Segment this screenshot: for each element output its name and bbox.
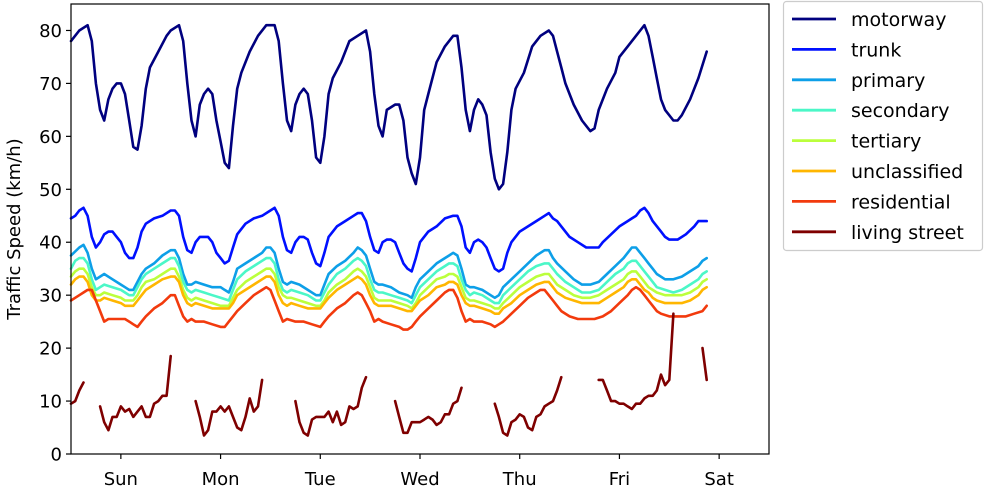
series-line-living-street-segment-7 bbox=[597, 312, 675, 411]
series-line-motorway bbox=[69, 23, 708, 191]
series-line-tertiary bbox=[69, 267, 708, 310]
y-tick-label: 50 bbox=[39, 180, 62, 201]
series-line-living-street-segment-3 bbox=[194, 378, 264, 437]
legend-label-unclassified: unclassified bbox=[851, 161, 963, 183]
x-tick-label-mon: Mon bbox=[202, 469, 240, 490]
x-tick-label-wed: Wed bbox=[400, 469, 439, 490]
y-axis-label: Traffic Speed (km/h) bbox=[4, 138, 25, 320]
y-tick-label: 70 bbox=[39, 74, 62, 95]
series-line-residential bbox=[69, 285, 708, 331]
series-line-living-street-segment-1 bbox=[69, 381, 85, 405]
y-tick-label: 0 bbox=[51, 445, 62, 466]
x-tick-label-sun: Sun bbox=[104, 469, 138, 490]
series-line-living-street-segment-4 bbox=[294, 375, 368, 437]
legend-label-living-street: living street bbox=[851, 222, 964, 244]
series-line-living-street-segment-5 bbox=[393, 386, 463, 435]
y-tick-label: 60 bbox=[39, 127, 62, 148]
series-line-living-street-segment-6 bbox=[493, 375, 563, 437]
series-line-unclassified bbox=[69, 275, 708, 315]
x-tick-label-tue: Tue bbox=[304, 469, 336, 490]
y-tick-label: 30 bbox=[39, 286, 62, 307]
legend-label-motorway: motorway bbox=[851, 9, 946, 31]
x-axis: Sun Mon Tue Wed Thu Fri Sat bbox=[104, 454, 734, 490]
series-layer bbox=[69, 23, 708, 437]
x-tick-label-thu: Thu bbox=[502, 469, 537, 490]
legend-frame bbox=[782, 0, 984, 252]
legend-label-residential: residential bbox=[851, 191, 951, 213]
legend: motorway trunk primary secondary tertiary unc… bbox=[782, 0, 984, 252]
y-axis: 0 10 20 30 40 50 60 70 80 bbox=[39, 21, 71, 466]
series-line-secondary bbox=[69, 256, 708, 305]
y-tick-label: 80 bbox=[39, 21, 62, 42]
plot-frame bbox=[70, 3, 770, 455]
legend-label-tertiary: tertiary bbox=[851, 131, 921, 153]
x-tick-label-fri: Fri bbox=[609, 469, 630, 490]
x-tick-label-sat: Sat bbox=[704, 469, 734, 490]
legend-label-trunk: trunk bbox=[851, 39, 901, 61]
series-line-primary bbox=[69, 243, 708, 300]
plot-background bbox=[71, 4, 769, 454]
series-line-living-street-segment-8 bbox=[701, 346, 708, 382]
series-line-trunk bbox=[69, 206, 708, 273]
y-tick-label: 40 bbox=[39, 233, 62, 254]
y-tick-label: 20 bbox=[39, 339, 62, 360]
legend-label-secondary: secondary bbox=[851, 100, 949, 122]
y-tick-label: 10 bbox=[39, 392, 62, 413]
legend-label-primary: primary bbox=[851, 70, 925, 92]
series-line-living-street-segment-2 bbox=[98, 354, 172, 432]
